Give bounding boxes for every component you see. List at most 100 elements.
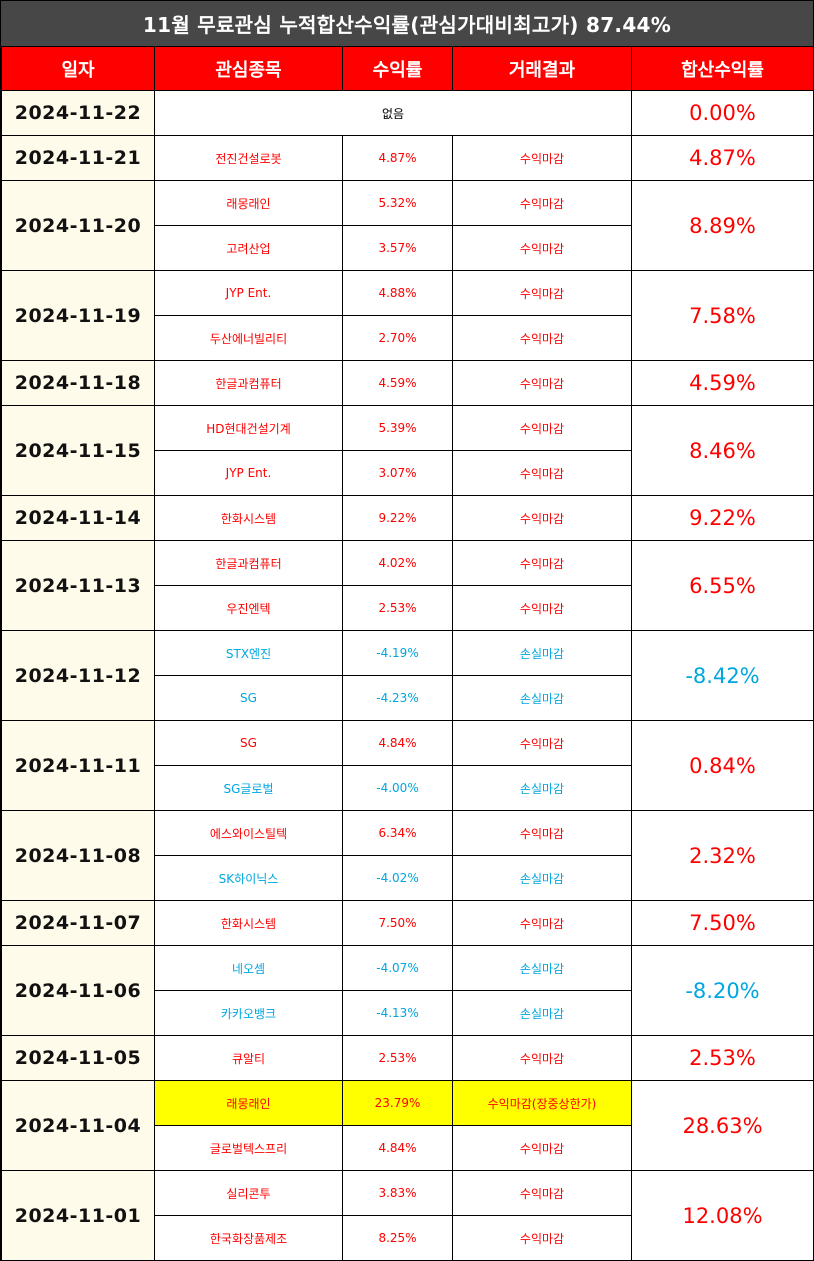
return-rate-cell: 5.32% <box>342 180 453 226</box>
stock-name-cell: 한국화장품제조 <box>154 1215 343 1261</box>
table-row: 2024-11-12 STX엔진 -4.19% 손실마감 -8.42% <box>1 630 814 721</box>
return-rate-cell: -4.07% <box>342 945 453 991</box>
header-return: 수익률 <box>342 46 453 91</box>
table-row: 카카오뱅크 -4.13% 손실마감 <box>2 990 814 1036</box>
return-rate-cell: -4.13% <box>342 990 453 1036</box>
total-return-cell: 12.08% <box>631 1170 814 1261</box>
return-rate-cell: 3.07% <box>342 450 453 496</box>
total-return-cell: 7.58% <box>631 270 814 361</box>
trade-result-cell: 수익마감 <box>452 900 632 946</box>
trade-result-cell: 손실마감 <box>452 675 632 721</box>
table-body: 2024-11-22 없음 0.00% 2024-11-21 전진건설로봇 4.87% 수익… <box>1 90 814 1261</box>
table-row: 2024-11-18 한글과컴퓨터 4.59% 수익마감 4.59% <box>1 360 814 406</box>
stock-name-cell: 카카오뱅크 <box>154 990 343 1036</box>
return-rate-cell: 4.02% <box>342 540 453 586</box>
header-row: 일자 관심종목 수익률 거래결과 합산수익률 <box>1 46 814 91</box>
return-rate-cell: 4.88% <box>342 270 453 316</box>
trade-result-cell: 수익마감 <box>452 495 632 541</box>
trade-result-cell: 손실마감 <box>452 765 632 811</box>
table-row: SG -4.23% 손실마감 <box>2 675 814 721</box>
total-return-cell: 2.53% <box>631 1035 814 1081</box>
return-rate-cell: 4.84% <box>342 720 453 766</box>
table-row: 한국화장품제조 8.25% 수익마감 <box>2 1215 814 1261</box>
trade-result-cell: 수익마감 <box>452 450 632 496</box>
date-cell: 2024-11-20 <box>1 180 155 271</box>
table-row: 2024-11-08 에스와이스틸텍 6.34% 수익마감 2.32% <box>1 810 814 901</box>
stock-name-cell: SK하이닉스 <box>154 855 343 901</box>
date-cell: 2024-11-15 <box>1 405 155 496</box>
trade-result-cell: 손실마감 <box>452 855 632 901</box>
trade-result-cell: 손실마감 <box>452 630 632 676</box>
return-rate-cell: -4.00% <box>342 765 453 811</box>
date-cell: 2024-11-07 <box>1 900 155 946</box>
total-return-cell: 6.55% <box>631 540 814 631</box>
return-rate-cell: 2.53% <box>342 1035 453 1081</box>
return-rate-cell: 2.53% <box>342 585 453 631</box>
stock-name-cell: 전진건설로봇 <box>154 135 343 181</box>
trade-result-cell: 수익마감 <box>452 270 632 316</box>
total-return-cell: 4.59% <box>631 360 814 406</box>
return-rate-cell: 6.34% <box>342 810 453 856</box>
return-rate-cell: -4.23% <box>342 675 453 721</box>
total-return-cell: 8.46% <box>631 405 814 496</box>
stock-name-cell: HD현대건설기계 <box>154 405 343 451</box>
table-row: 2024-11-13 한글과컴퓨터 4.02% 수익마감 6.55% <box>1 540 814 631</box>
table-row: 2024-11-05 큐알티 2.53% 수익마감 2.53% <box>1 1035 814 1081</box>
table-row: 우진엔텍 2.53% 수익마감 <box>2 585 814 631</box>
trade-result-cell: 수익마감 <box>452 585 632 631</box>
trade-result-cell: 수익마감 <box>452 405 632 451</box>
total-return-cell: 7.50% <box>631 900 814 946</box>
trade-result-cell: 수익마감 <box>452 540 632 586</box>
date-cell: 2024-11-19 <box>1 270 155 361</box>
trade-result-cell: 수익마감 <box>452 225 632 271</box>
total-return-cell: 0.84% <box>631 720 814 811</box>
total-return-cell: -8.20% <box>631 945 814 1036</box>
return-rate-cell: 3.57% <box>342 225 453 271</box>
table-row: 2024-11-14 한화시스템 9.22% 수익마감 9.22% <box>1 495 814 541</box>
table-row: 2024-11-15 HD현대건설기계 5.39% 수익마감 8.46% <box>1 405 814 496</box>
header-total: 합산수익률 <box>631 46 814 91</box>
stock-name-cell: 한글과컴퓨터 <box>154 360 343 406</box>
stock-name-cell: 두산에너빌리티 <box>154 315 343 361</box>
return-rate-cell: 9.22% <box>342 495 453 541</box>
return-rate-cell: 4.59% <box>342 360 453 406</box>
stock-name-cell: SG <box>154 720 343 766</box>
total-return-cell: 8.89% <box>631 180 814 271</box>
return-rate-cell: 4.84% <box>342 1125 453 1171</box>
date-cell: 2024-11-12 <box>1 630 155 721</box>
stock-name-cell: 네오셈 <box>154 945 343 991</box>
stock-name-cell: 큐알티 <box>154 1035 343 1081</box>
trade-result-cell: 수익마감 <box>452 810 632 856</box>
trade-result-cell: 수익마감 <box>452 1035 632 1081</box>
date-cell: 2024-11-08 <box>1 810 155 901</box>
return-rate-cell: 7.50% <box>342 900 453 946</box>
table-row: SK하이닉스 -4.02% 손실마감 <box>2 855 814 901</box>
trade-result-cell: 수익마감 <box>452 315 632 361</box>
stock-name-cell: JYP Ent. <box>154 450 343 496</box>
trade-result-cell: 수익마감 <box>452 135 632 181</box>
table-row: 글로벌텍스프리 4.84% 수익마감 <box>2 1125 814 1171</box>
date-cell: 2024-11-05 <box>1 1035 155 1081</box>
stock-name-cell: 래몽래인 <box>154 1080 343 1126</box>
date-cell: 2024-11-21 <box>1 135 155 181</box>
total-return-cell: 28.63% <box>631 1080 814 1171</box>
stock-name-cell: 실리콘투 <box>154 1170 343 1216</box>
date-cell: 2024-11-04 <box>1 1080 155 1171</box>
date-cell: 2024-11-06 <box>1 945 155 1036</box>
date-cell: 2024-11-01 <box>1 1170 155 1261</box>
table-row: 2024-11-19 JYP Ent. 4.88% 수익마감 7.58% <box>1 270 814 361</box>
stock-name-cell: JYP Ent. <box>154 270 343 316</box>
stock-name-cell: 한글과컴퓨터 <box>154 540 343 586</box>
trade-result-cell: 수익마감 <box>452 1170 632 1216</box>
total-return-cell: 2.32% <box>631 810 814 901</box>
trade-result-cell: 수익마감 <box>452 720 632 766</box>
trade-result-cell: 수익마감 <box>452 180 632 226</box>
return-rate-cell: 8.25% <box>342 1215 453 1261</box>
return-rate-cell: 4.87% <box>342 135 453 181</box>
return-rate-cell: 5.39% <box>342 405 453 451</box>
table-row: 2024-11-22 없음 0.00% <box>1 90 814 136</box>
header-result: 거래결과 <box>452 46 632 91</box>
total-return-cell: -8.42% <box>631 630 814 721</box>
total-return-cell: 0.00% <box>631 90 814 136</box>
